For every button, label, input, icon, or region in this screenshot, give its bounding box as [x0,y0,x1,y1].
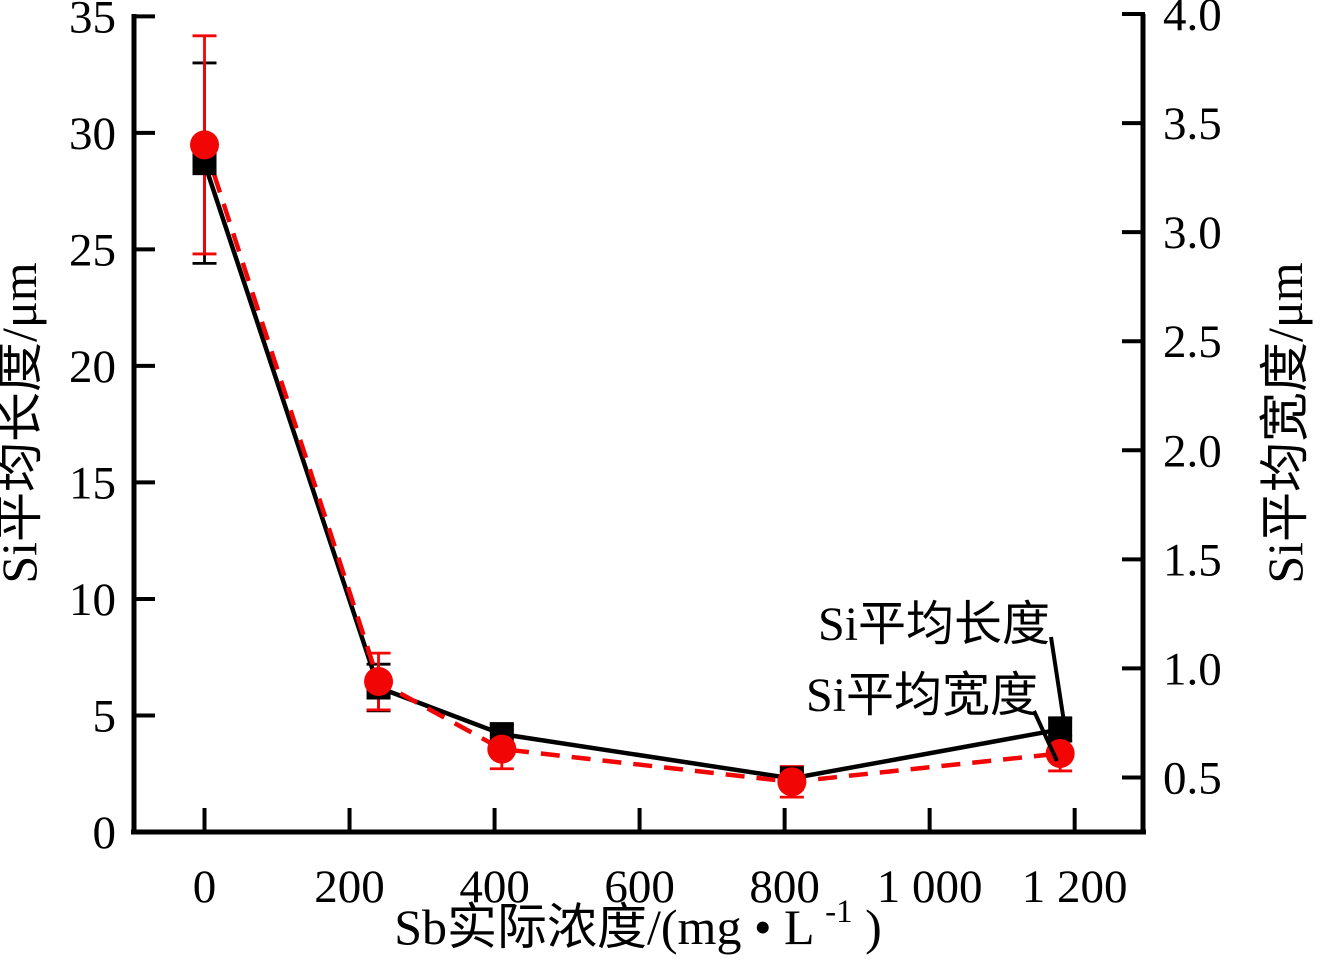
circle-marker [364,666,394,696]
series-line-width [202,144,1061,785]
right-axis-title: Si平均宽度/μm [1257,262,1313,583]
series-layer [190,34,1075,799]
circle-marker [777,767,807,797]
right-y-tick-label: 3.5 [1163,98,1222,150]
right-y-tick-label: 2.5 [1163,316,1222,368]
x-axis-title-superscript: -1 [825,894,853,930]
left-axis-title: Si平均长度/μm [0,262,47,583]
right-y-tick-label: 3.0 [1163,207,1222,259]
x-axis-title: Sb实际浓度/(mg • L -1 ) [394,877,882,955]
x-tick-label: 800 [749,861,820,913]
circle-marker [487,734,517,764]
square-marker [1048,717,1073,742]
x-axis-title-close: ) [865,899,882,955]
right-y-tick-label: 2.0 [1163,425,1222,477]
left-y-tick-label: 10 [69,574,116,626]
left-y-tick-label: 0 [93,807,117,859]
x-tick-label: 600 [604,861,675,913]
left-y-tick-label: 25 [69,224,116,276]
x-tick-label: 1 000 [877,861,983,913]
left-y-tick-label: 20 [69,341,116,393]
annotation-leader-line [1049,636,1066,723]
series-annotation-label-0: Si平均长度 [818,598,1050,651]
right-y-tick-label: 1.0 [1163,643,1222,695]
annotation-layer: Si平均长度 Si平均宽度 [806,598,1066,762]
x-tick-label: 200 [314,861,385,913]
right-y-tick-label: 0.5 [1163,752,1222,804]
left-y-tick-label: 35 [69,0,116,43]
annotation-leader-line [1032,710,1059,762]
tick-layer: 0 200 400 600 800 1 000 1 200 0 5 10 15 20 25 30 35 0.5… [69,0,1222,913]
x-tick-label: 400 [459,861,530,913]
markers-width [190,130,1075,797]
x-axis-title-main: Sb实际浓度/(mg • L [394,899,812,955]
left-y-tick-label: 15 [69,457,116,509]
left-y-tick-label: 30 [69,108,116,160]
circle-marker [190,130,220,160]
x-tick-label: 1 200 [1022,861,1128,913]
right-y-tick-label: 1.5 [1163,534,1222,586]
series-annotation-label-1: Si平均宽度 [806,669,1038,722]
x-tick-label: 0 [193,861,217,913]
right-y-tick-label: 4.0 [1163,0,1222,41]
left-y-tick-label: 5 [93,690,117,742]
circle-marker [1045,738,1075,768]
